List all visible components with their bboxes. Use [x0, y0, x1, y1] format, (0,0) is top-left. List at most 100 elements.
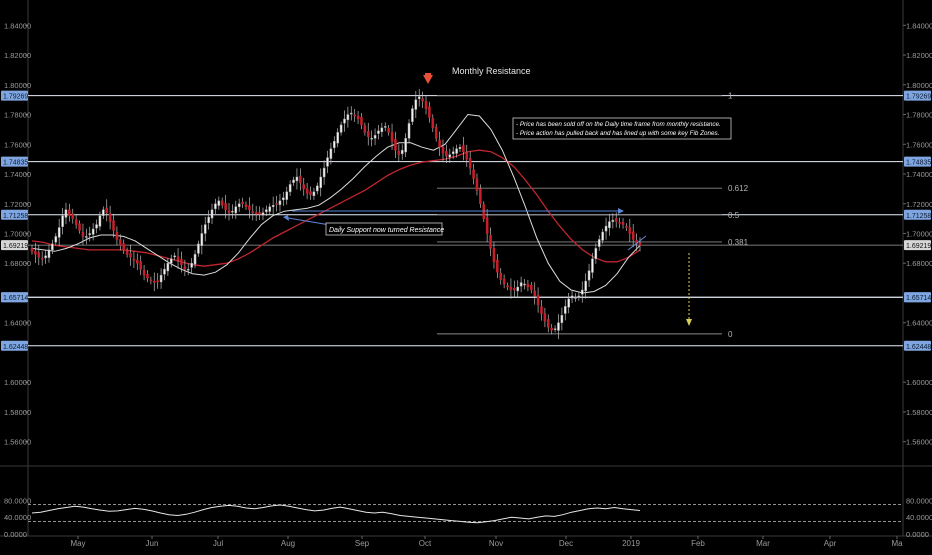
y-tick-label-left: 1.68000 [4, 259, 31, 268]
current-price-tag-right [904, 240, 931, 251]
price-label-left: 1.74792 [4, 0, 31, 2]
level-tag-right [904, 90, 931, 101]
candle-body [383, 126, 387, 128]
candle-body [553, 328, 557, 330]
candle-body [631, 231, 635, 240]
candle-body [580, 289, 584, 295]
candle-body [560, 315, 564, 323]
callout-text: Daily Support now turned Resistance [329, 227, 444, 234]
candle-body [278, 200, 282, 205]
candle-body [166, 262, 170, 272]
candle-body [254, 212, 258, 215]
candle-body [489, 235, 492, 249]
candle-body [557, 322, 560, 331]
candle-body [614, 218, 618, 222]
y-tick-label-left: 1.74000 [4, 170, 31, 179]
commentary-box [512, 117, 732, 140]
level-tag-left [1, 292, 28, 303]
candle-body [30, 248, 34, 252]
candle-body [322, 167, 326, 178]
candle-body [502, 278, 506, 285]
candle-body [400, 149, 404, 155]
level-tag-text: 1.74835 [3, 160, 28, 167]
candle-body [499, 272, 503, 280]
candle-body [360, 116, 363, 126]
candle-body [285, 191, 289, 200]
slow-moving-average-line [31, 149, 641, 267]
y-tick-label-left: 1.70000 [4, 230, 31, 239]
y-tick-label-right: 1.64000 [906, 319, 932, 328]
y-tick-label-left: 1.80000 [4, 81, 31, 90]
candle-body [638, 242, 642, 246]
fib-level-label: 1 [728, 92, 733, 101]
x-tick-label: 2019 [622, 539, 640, 548]
candle-body [519, 282, 523, 287]
candle-body [431, 118, 435, 129]
candle-body [74, 219, 78, 225]
current-price-tag-text: 1.69219 [3, 243, 28, 250]
candle-body [180, 259, 183, 265]
candle-body [438, 139, 441, 148]
candle-body [380, 127, 384, 133]
candle-body [288, 184, 292, 193]
y-tick-label-left: 1.78000 [4, 111, 31, 120]
candle-body [387, 127, 390, 133]
candle-body [241, 201, 244, 205]
candle-body [244, 204, 248, 207]
fib-level-label: 0.5 [728, 211, 740, 220]
fib-level-label: 0.381 [728, 238, 749, 247]
candle-body [336, 132, 339, 144]
candle-body [292, 179, 295, 183]
candle-body [71, 213, 75, 219]
fib-level-label: 0 [728, 330, 733, 339]
candle-body [448, 154, 452, 158]
candle-body [224, 203, 227, 210]
x-tick-label: Aug [281, 539, 295, 548]
candle-body [64, 209, 68, 218]
commentary-line: - Price action has pulled back and has l… [516, 130, 719, 137]
candle-body [217, 200, 221, 206]
sell-arrow-stem [425, 73, 431, 76]
level-tag-text: 1.62448 [3, 344, 28, 351]
candle-body [282, 197, 285, 201]
candle-body [333, 141, 336, 149]
candle-body [492, 248, 496, 263]
candle-body [533, 290, 536, 297]
candle-body [214, 203, 217, 210]
candle-body [445, 151, 448, 157]
candle-body [139, 261, 142, 270]
x-tick-label: Apr [824, 539, 837, 548]
level-tag-left [1, 156, 28, 167]
candle-body [390, 132, 394, 142]
level-tag-left [1, 209, 28, 220]
candle-body [299, 175, 302, 184]
candle-body [540, 306, 543, 315]
candle-body [261, 212, 265, 216]
candle-body [183, 266, 187, 270]
level-tag-text: 1.71258 [906, 213, 931, 220]
candle-body [394, 139, 397, 151]
x-tick-label: Jul [213, 539, 223, 548]
candle-body [370, 138, 373, 140]
candle-body [441, 146, 445, 154]
candle-body [485, 217, 489, 234]
fast-moving-average-line [31, 113, 641, 294]
level-tag-text: 1.65714 [906, 295, 931, 302]
candle-body [115, 232, 119, 240]
candle-body [543, 313, 547, 322]
candle-body [251, 211, 255, 213]
candle-body [587, 270, 591, 281]
level-tag-text: 1.62448 [906, 344, 931, 351]
candle-body [509, 286, 513, 291]
level-tag-right [904, 292, 931, 303]
candle-body [98, 215, 102, 227]
y-tick-label-right: 1.56000 [906, 438, 932, 447]
candle-body [577, 295, 581, 298]
candle-body [618, 222, 621, 224]
candle-body [356, 115, 360, 120]
candle-body [231, 210, 234, 213]
candle-body [462, 145, 465, 152]
candle-body [85, 236, 88, 238]
rsi-line [31, 504, 641, 524]
